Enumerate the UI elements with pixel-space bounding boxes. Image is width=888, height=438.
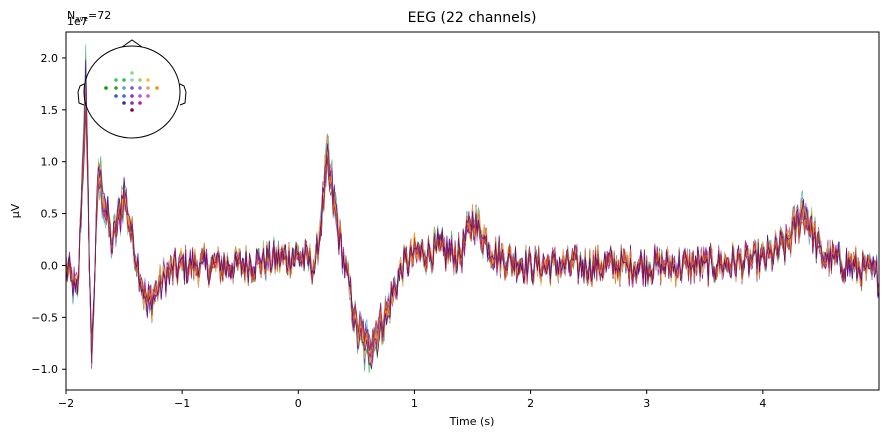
sensor-dots: [104, 71, 159, 112]
sensor-dot: [138, 94, 142, 98]
nose-shape: [121, 39, 143, 48]
x-tick-label: 0: [295, 397, 302, 410]
x-axis-ticks: −2 −1 0 1 2 3 4: [58, 390, 766, 410]
nave-annotation: Nave=72: [67, 9, 111, 23]
sensor-dot: [122, 86, 126, 90]
sensor-dot: [104, 86, 108, 90]
sensor-dot: [130, 101, 134, 105]
x-axis-label: Time (s): [449, 415, 495, 428]
sensor-dot: [130, 78, 134, 82]
sensor-dot: [130, 108, 134, 112]
sensor-dot: [122, 78, 126, 82]
sensor-dot: [130, 86, 134, 90]
head-outline: [83, 45, 181, 139]
sensor-dot: [122, 94, 126, 98]
x-tick-label: 1: [411, 397, 418, 410]
y-axis-label: µV: [9, 203, 22, 218]
y-offset-label: 1e7: [67, 15, 88, 28]
sensor-layout-inset: [77, 39, 187, 139]
x-tick-label: 2: [527, 397, 534, 410]
series-group: [66, 44, 879, 374]
channel-trace: [66, 59, 879, 369]
channel-trace: [66, 103, 879, 351]
chart-title: EEG (22 channels): [408, 10, 537, 26]
sensor-dot: [138, 86, 142, 90]
y-axis-ticks: −1.0 −0.5 0.0 0.5 1.0 1.5 2.0: [31, 52, 66, 376]
y-tick-label: 0.0: [41, 259, 59, 272]
y-tick-label: 1.0: [41, 156, 59, 169]
channel-trace: [66, 110, 879, 348]
sensor-dot: [155, 86, 159, 90]
x-tick-label: −1: [174, 397, 190, 410]
sensor-dot: [114, 86, 118, 90]
sensor-dot: [146, 94, 150, 98]
x-tick-label: 3: [643, 397, 650, 410]
y-tick-label: 2.0: [41, 52, 59, 65]
sensor-dot: [130, 71, 134, 75]
y-tick-label: 0.5: [41, 208, 59, 221]
sensor-dot: [138, 101, 142, 105]
y-tick-label: 1.5: [41, 104, 59, 117]
x-tick-label: 4: [759, 397, 766, 410]
plot-frame: [65, 31, 880, 391]
y-tick-label: −0.5: [31, 311, 58, 324]
sensor-dot: [114, 78, 118, 82]
y-tick-label: −1.0: [31, 363, 58, 376]
plot-area: [65, 31, 880, 391]
right-ear: [179, 83, 187, 106]
sensor-dot: [146, 78, 150, 82]
channel-trace: [66, 113, 879, 350]
left-ear: [77, 83, 85, 106]
sensor-dot: [138, 78, 142, 82]
x-tick-label: −2: [58, 397, 74, 410]
sensor-dot: [114, 94, 118, 98]
sensor-dot: [122, 101, 126, 105]
channel-trace: [66, 78, 879, 366]
sensor-dot: [130, 94, 134, 98]
sensor-dot: [146, 86, 150, 90]
